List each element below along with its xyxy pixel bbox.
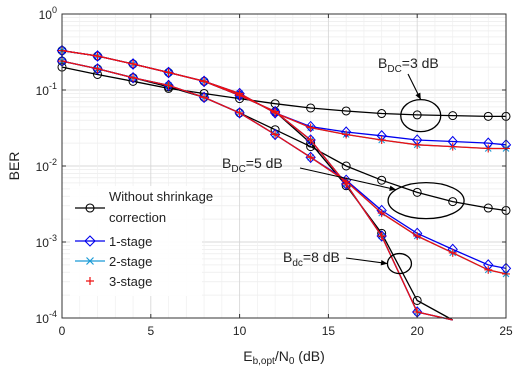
- x-tick-label: 0: [59, 324, 66, 338]
- data-point-plus: [271, 107, 280, 116]
- data-point-circle: [412, 110, 422, 120]
- series-line: [61, 60, 507, 275]
- data-point-plus: [164, 81, 173, 90]
- annotation-ellipse-5db: [387, 182, 465, 220]
- data-point-diamond: [340, 178, 352, 190]
- legend-entry-3-stage: 3-stage: [86, 274, 152, 289]
- data-point-circle: [483, 203, 493, 213]
- data-point-diamond: [163, 79, 174, 92]
- annotation-label-8db: Bdc=8 dB: [283, 249, 340, 269]
- data-point-circle: [341, 161, 351, 171]
- legend: Without shrinkage correction 1-stage 2-s…: [70, 186, 213, 296]
- data-point-plus: [93, 52, 102, 61]
- annotation-arrow-8db: [345, 257, 388, 265]
- x-label-mid: /N: [275, 348, 289, 364]
- legend-marker-circle: [85, 203, 95, 213]
- data-point-circle: [306, 103, 316, 113]
- data-point-plus: [306, 153, 315, 162]
- data-point-plus: [448, 248, 457, 257]
- series-line: [61, 49, 453, 321]
- data-point-plus: [306, 123, 315, 132]
- annotation-arrow-5db: [299, 167, 397, 191]
- legend-entry-without: Without shrinkage correction: [75, 189, 213, 225]
- tick-layer: 0 5 10 15 20 25 100 10-1 10-2 10-3 10-4: [36, 5, 513, 338]
- legend-entry-2-stage: 2-stage: [75, 254, 152, 269]
- data-point-plus: [200, 93, 209, 102]
- data-point-circle: [448, 111, 458, 121]
- data-point-circle: [483, 111, 493, 121]
- data-point-plus: [235, 108, 244, 117]
- legend-label-3-stage: 3-stage: [109, 274, 152, 289]
- annotation-label-3db: BDC=3 dB: [378, 55, 439, 75]
- data-point-plus: [377, 209, 386, 218]
- data-point-plus: [306, 135, 315, 144]
- annotation-arrow-8db-head: [380, 260, 388, 266]
- data-point-plus: [484, 144, 493, 153]
- x-tick-label: 25: [499, 324, 513, 338]
- y-tick-label: 10-1: [36, 81, 57, 98]
- data-point-diamond: [127, 58, 139, 70]
- data-point-circle: [377, 109, 387, 119]
- x-label-sub: b,opt: [253, 356, 275, 367]
- annotation-layer: BDC=3 dB BDC=5 dB Bdc=8 dB: [222, 55, 465, 275]
- data-point-plus: [377, 135, 386, 144]
- x-label-unit: (dB): [294, 348, 324, 364]
- data-point-diamond: [92, 63, 103, 75]
- y-axis-label: BER: [6, 152, 22, 181]
- data-point-circle: [448, 197, 458, 207]
- data-point-diamond: [163, 66, 174, 79]
- data-point-diamond: [376, 230, 387, 242]
- series-3-stage: [58, 57, 510, 278]
- x-tick-label: 15: [322, 324, 336, 338]
- x-label-sub2: 0: [289, 356, 295, 367]
- data-point-plus: [271, 130, 280, 139]
- annotation-label-5db: BDC=5 dB: [222, 155, 283, 175]
- legend-label-without-2: correction: [109, 210, 166, 225]
- legend-label-2-stage: 2-stage: [109, 254, 152, 269]
- data-point-plus: [93, 64, 102, 73]
- data-point-circle: [341, 106, 351, 116]
- data-point-plus: [484, 265, 493, 274]
- series-layer: [56, 44, 512, 321]
- x-tick-label: 10: [233, 324, 247, 338]
- x-tick-label: 20: [411, 324, 425, 338]
- y-tick-label: 10-3: [36, 233, 57, 250]
- legend-marker-diamond: [84, 235, 96, 247]
- data-point-plus: [377, 231, 386, 240]
- series-line: [61, 66, 506, 118]
- y-tick-label: 10-4: [36, 309, 57, 326]
- data-point-circle: [377, 175, 387, 185]
- legend-label-1-stage: 1-stage: [109, 234, 152, 249]
- y-tick-label: 100: [39, 5, 57, 22]
- annotation-arrow-5db-head: [389, 185, 397, 191]
- data-point-plus: [342, 179, 351, 188]
- data-point-plus: [129, 73, 138, 82]
- data-point-diamond: [92, 50, 103, 62]
- data-point-plus: [200, 77, 209, 86]
- legend-label-without: Without shrinkage: [109, 189, 213, 204]
- legend-entry-1-stage: 1-stage: [75, 234, 152, 249]
- data-point-diamond: [198, 75, 210, 88]
- data-point-plus: [448, 142, 457, 151]
- x-axis-label: Eb,opt/N0 (dB): [243, 348, 325, 367]
- data-point-circle: [412, 187, 422, 197]
- data-point-plus: [164, 68, 173, 77]
- data-point-plus: [235, 91, 244, 100]
- data-point-plus: [342, 130, 351, 139]
- x-label-main: E: [243, 348, 252, 364]
- data-point-plus: [413, 140, 422, 149]
- annotation-arrow-3db-head: [415, 92, 421, 100]
- y-tick-label: 10-2: [36, 157, 57, 174]
- x-tick-label: 5: [147, 324, 154, 338]
- data-point-circle: [412, 295, 422, 305]
- data-point-plus: [129, 59, 138, 68]
- legend-marker-plus: [86, 277, 94, 285]
- data-point-diamond: [127, 71, 139, 84]
- data-point-plus: [413, 231, 422, 240]
- legend-marker-x: [86, 257, 94, 265]
